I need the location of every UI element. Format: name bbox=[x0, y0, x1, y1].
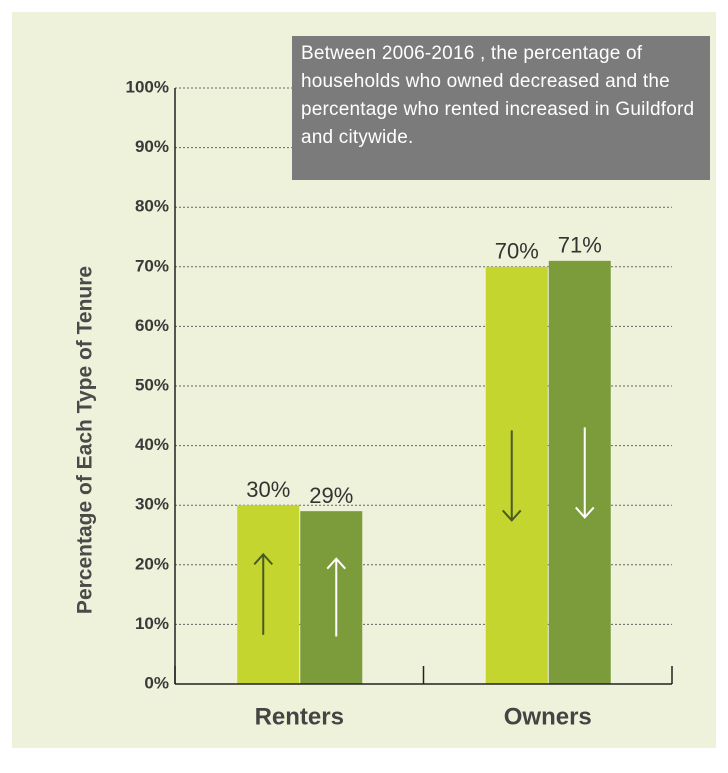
value-label: 30% bbox=[246, 477, 290, 502]
y-tick-label: 50% bbox=[135, 375, 169, 394]
y-tick-label: 20% bbox=[135, 554, 169, 573]
bar bbox=[548, 260, 611, 684]
y-tick-label: 60% bbox=[135, 316, 169, 335]
arrow bbox=[502, 430, 522, 522]
y-tick-label: 70% bbox=[135, 256, 169, 275]
bar bbox=[300, 511, 363, 684]
y-tick-label: 0% bbox=[144, 673, 169, 692]
x-tick-label: Renters bbox=[255, 703, 344, 730]
y-tick-label: 90% bbox=[135, 137, 169, 156]
y-tick-label: 80% bbox=[135, 197, 169, 216]
value-label: 70% bbox=[495, 239, 539, 264]
y-tick-label: 100% bbox=[126, 77, 169, 96]
y-axis-label: Percentage of Each Type of Tenure bbox=[74, 266, 97, 614]
bar bbox=[485, 266, 548, 684]
x-tick-label: Owners bbox=[504, 703, 592, 730]
value-label: 71% bbox=[558, 233, 602, 258]
annotation: Between 2006-2016 , the percentage of ho… bbox=[292, 36, 710, 180]
value-label: 29% bbox=[309, 483, 353, 508]
y-tick-label: 30% bbox=[135, 495, 169, 514]
arrow bbox=[326, 557, 346, 637]
arrow bbox=[253, 552, 273, 635]
arrow bbox=[575, 427, 595, 519]
y-tick-label: 10% bbox=[135, 614, 169, 633]
bar bbox=[237, 505, 300, 684]
y-tick-label: 40% bbox=[135, 435, 169, 454]
